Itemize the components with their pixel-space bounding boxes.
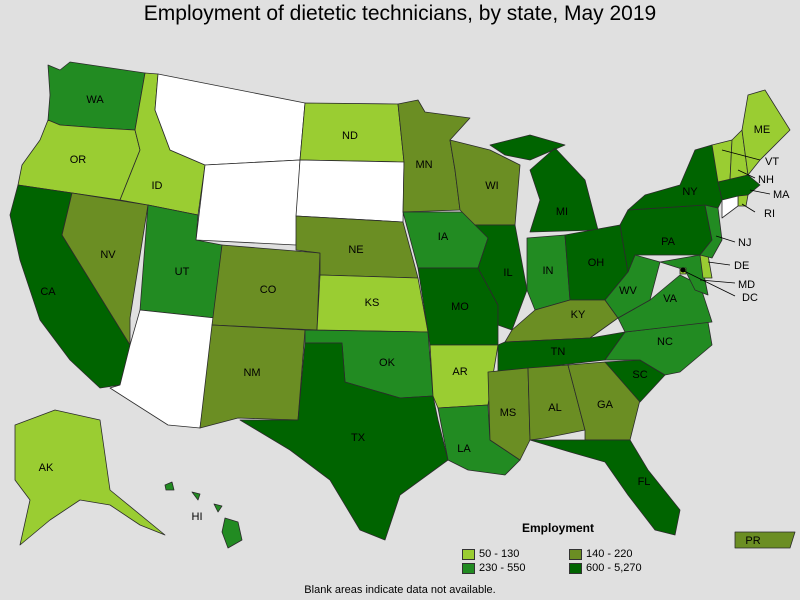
- state-ma[interactable]: [717, 174, 761, 201]
- state-wy[interactable]: [195, 159, 301, 246]
- label-ky: KY: [571, 309, 586, 321]
- label-ak: AK: [39, 462, 54, 474]
- label-oh: OH: [588, 257, 605, 269]
- label-nv: NV: [100, 249, 116, 261]
- label-ar: AR: [452, 366, 467, 378]
- state-al[interactable]: [527, 364, 586, 441]
- dc-marker-icon: [680, 267, 686, 273]
- state-ct[interactable]: [721, 195, 739, 219]
- label-ny: NY: [682, 186, 698, 198]
- label-mi: MI: [556, 206, 568, 218]
- state-pr[interactable]: [734, 531, 796, 549]
- label-wv: WV: [619, 285, 637, 297]
- legend-label: 140 - 220: [586, 548, 633, 560]
- label-pa: PA: [661, 236, 676, 248]
- legend-label: 600 - 5,270: [586, 562, 642, 574]
- state-ny[interactable]: [627, 144, 723, 211]
- legend-item: 600 - 5,270: [569, 562, 642, 574]
- label-co: CO: [260, 284, 277, 296]
- state-nm[interactable]: [199, 324, 306, 429]
- label-dc: DC: [742, 292, 758, 304]
- callout-lines: [683, 149, 771, 297]
- label-wa: WA: [86, 94, 104, 106]
- label-md: MD: [738, 279, 755, 291]
- label-wi: WI: [485, 180, 498, 192]
- label-in: IN: [543, 265, 554, 277]
- label-al: AL: [548, 402, 561, 414]
- label-nd: ND: [342, 130, 358, 142]
- state-tx[interactable]: [239, 342, 449, 541]
- label-nh: NH: [758, 174, 774, 186]
- label-ut: UT: [175, 266, 190, 278]
- label-ga: GA: [597, 399, 614, 411]
- state-il[interactable]: [474, 224, 528, 331]
- label-ia: IA: [438, 231, 449, 243]
- label-nj: NJ: [738, 237, 751, 249]
- footnote: Blank areas indicate data not available.: [304, 584, 496, 596]
- legend-label: 50 - 130: [479, 548, 520, 560]
- label-ri: RI: [764, 208, 775, 220]
- state-mt[interactable]: [154, 73, 306, 166]
- label-la: LA: [457, 443, 471, 455]
- label-or: OR: [70, 154, 87, 166]
- label-ks: KS: [365, 297, 380, 309]
- label-va: VA: [663, 293, 678, 305]
- label-fl: FL: [638, 476, 651, 488]
- label-me: ME: [754, 124, 771, 136]
- label-ne: NE: [348, 244, 363, 256]
- state-fl[interactable]: [529, 439, 681, 536]
- legend-swatch: [569, 562, 582, 574]
- legend-swatch: [462, 548, 475, 560]
- legend-item: 50 - 130: [462, 548, 519, 560]
- state-sd[interactable]: [295, 159, 405, 223]
- map-title: Employment of dietetic technicians, by s…: [143, 2, 657, 25]
- label-ma: MA: [773, 189, 790, 201]
- label-vt: VT: [765, 156, 779, 168]
- label-ms: MS: [500, 407, 517, 419]
- callout-labels: VT NH MA RI NJ DE MD DC: [734, 156, 790, 304]
- legend-swatch: [569, 548, 582, 560]
- state-ms[interactable]: [487, 367, 531, 461]
- legend-item: 230 - 550: [462, 562, 525, 574]
- state-hi[interactable]: [164, 481, 243, 549]
- label-de: DE: [734, 260, 749, 272]
- legend-title: Employment: [522, 521, 595, 535]
- state-labels: WA OR CA NV ID UT CO NM ND NE KS OK TX M…: [39, 94, 771, 547]
- legend-label: 230 - 550: [479, 562, 526, 574]
- legend-item: 140 - 220: [569, 548, 632, 560]
- legend-swatch: [462, 562, 475, 574]
- label-ok: OK: [379, 357, 396, 369]
- label-hi: HI: [192, 511, 203, 523]
- label-mo: MO: [451, 301, 469, 313]
- state-ak[interactable]: [14, 409, 166, 546]
- label-tx: TX: [351, 432, 366, 444]
- label-nm: NM: [243, 367, 260, 379]
- label-mn: MN: [415, 159, 432, 171]
- label-ca: CA: [40, 286, 56, 298]
- label-pr: PR: [745, 535, 760, 547]
- label-il: IL: [503, 267, 512, 279]
- state-la[interactable]: [437, 404, 521, 476]
- label-nc: NC: [657, 336, 673, 348]
- label-tn: TN: [551, 346, 566, 358]
- label-sc: SC: [632, 369, 647, 381]
- label-id: ID: [152, 180, 163, 192]
